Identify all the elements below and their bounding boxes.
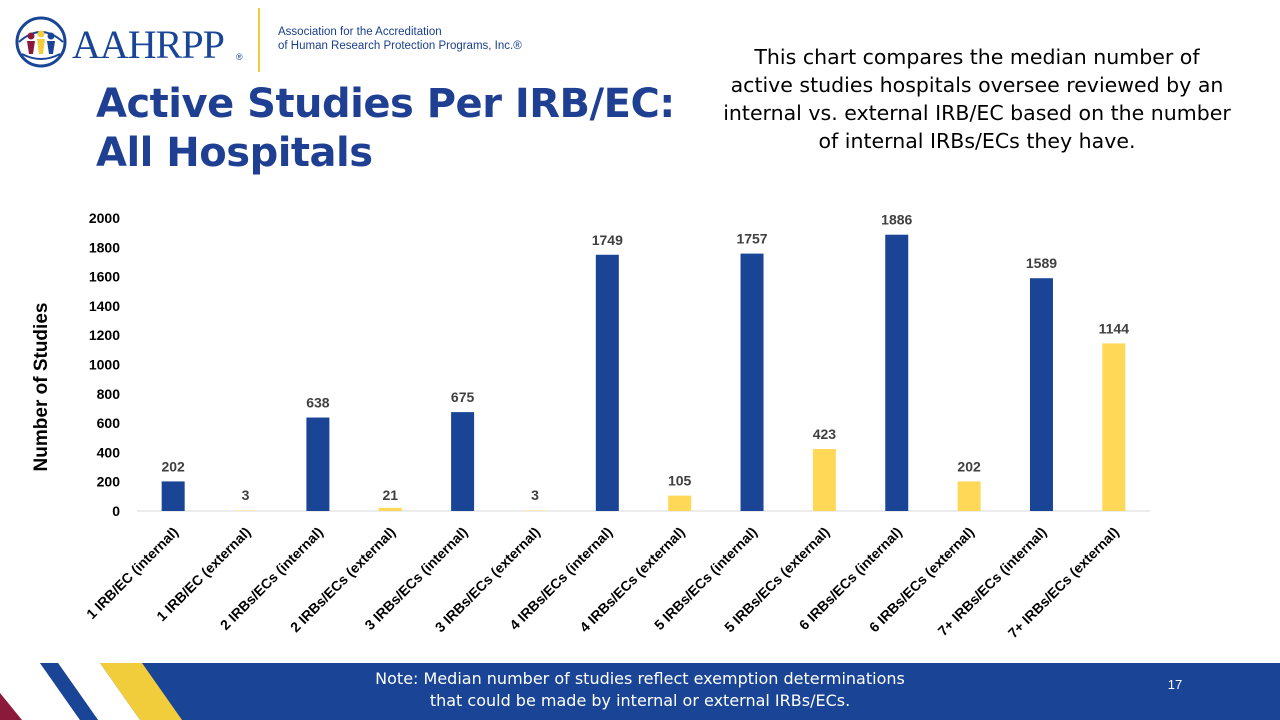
data-label: 1144 [1099, 320, 1130, 336]
slide-title-line2: All Hospitals [96, 130, 373, 176]
y-axis-label: Number of Studies [31, 303, 52, 472]
footer-note-line2: that could be made by internal or extern… [429, 691, 851, 710]
y-tick-label: 2000 [89, 210, 120, 226]
bar [668, 495, 692, 511]
data-labels-group: 202 3 638 21 675 3 1749 105 1757 423 1886 202 1589 11… [161, 212, 1129, 503]
y-tick-label: 800 [97, 386, 121, 402]
y-axis-ticks: 0 200 400 600 800 1000 1200 1400 1600 1800 2000 [89, 210, 120, 519]
bars-group [161, 234, 1126, 512]
y-tick-label: 200 [97, 474, 121, 490]
bar [1102, 343, 1126, 511]
data-label: 675 [451, 389, 475, 405]
data-label: 638 [306, 395, 330, 411]
y-tick-label: 600 [97, 415, 121, 431]
aahrpp-logo: AAHRPP ® [15, 16, 243, 68]
data-label: 202 [957, 458, 981, 474]
bar [595, 254, 619, 512]
data-label: 3 [242, 487, 250, 503]
bar [740, 253, 764, 512]
bar-chart: Number of Studies 0 200 400 600 800 1000 1200 1… [31, 210, 1150, 641]
slide-title-line1: Active Studies Per IRB/EC: [96, 81, 675, 127]
org-name-line1: Association for the Accreditation [278, 26, 442, 38]
y-tick-label: 1600 [89, 269, 120, 285]
y-tick-label: 1000 [89, 357, 120, 373]
bar [957, 481, 981, 511]
organization-name: Association for the Accreditation of Hum… [278, 25, 578, 53]
bar [885, 234, 909, 512]
globe-people-icon [15, 16, 67, 68]
data-label: 1886 [881, 212, 912, 228]
bar [1029, 278, 1053, 511]
y-tick-label: 1400 [89, 298, 120, 314]
data-label: 3 [531, 487, 539, 503]
x-axis-labels-group: 1 IRB/EC (internal)1 IRB/EC (external)2 … [83, 524, 1122, 641]
logo-wordmark: AAHRPP [72, 22, 224, 67]
decorative-stripes [0, 663, 182, 720]
data-label: 423 [813, 426, 837, 442]
footer-note: Note: Median number of studies reflect e… [300, 668, 980, 712]
logo-divider [258, 8, 260, 72]
bar [306, 417, 330, 511]
page-number: 17 [1167, 677, 1183, 692]
org-name-line2: of Human Research Protection Programs, I… [278, 40, 522, 52]
data-label: 1749 [592, 232, 623, 248]
registered-mark: ® [236, 52, 243, 62]
data-label: 1757 [736, 231, 767, 247]
y-tick-label: 1200 [89, 327, 120, 343]
y-tick-label: 1800 [89, 239, 120, 255]
footer-note-line1: Note: Median number of studies reflect e… [375, 669, 905, 688]
bar [812, 449, 836, 511]
chart-description: This chart compares the median number of… [723, 45, 1231, 153]
y-tick-label: 0 [112, 503, 120, 519]
data-label: 105 [668, 473, 692, 489]
footer-bar: Note: Median number of studies reflect e… [0, 663, 1280, 720]
data-label: 1589 [1026, 255, 1057, 271]
y-tick-label: 400 [97, 444, 121, 460]
bar [378, 507, 402, 511]
data-label: 202 [161, 458, 185, 474]
slide-title: Active Studies Per IRB/EC: All Hospitals [96, 80, 696, 178]
data-label: 21 [382, 487, 398, 503]
bar [451, 412, 475, 511]
bar [161, 481, 185, 511]
